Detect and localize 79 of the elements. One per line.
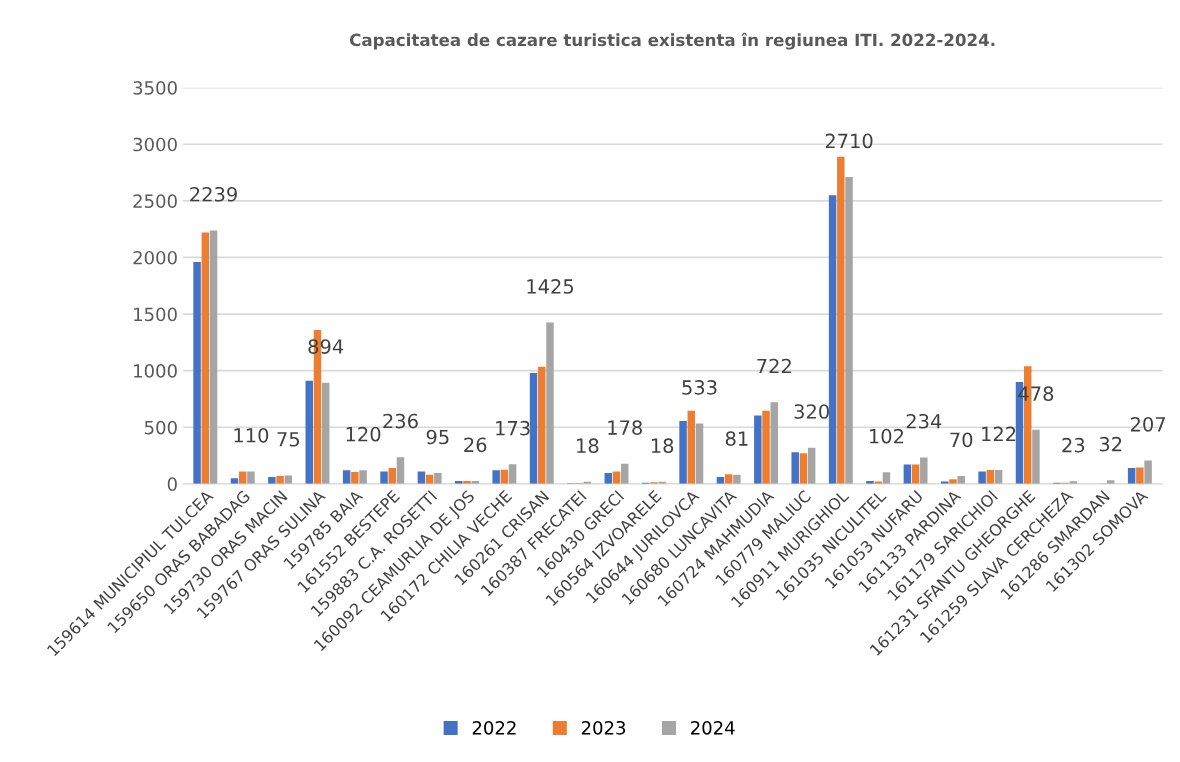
bar xyxy=(1144,460,1152,484)
data-label: 207 xyxy=(1130,416,1165,432)
bar xyxy=(209,230,218,484)
data-label: 110 xyxy=(234,427,269,443)
bar xyxy=(949,479,957,484)
data-label: 236 xyxy=(383,413,418,429)
bar xyxy=(388,468,396,484)
y-tick-label: 1000 xyxy=(134,364,177,378)
bar xyxy=(978,471,986,484)
data-label: 178 xyxy=(608,420,642,435)
data-label: 26 xyxy=(464,437,487,453)
bar xyxy=(1032,429,1040,484)
y-tick-label: 3000 xyxy=(133,137,177,152)
legend-label: 2022 xyxy=(472,720,516,735)
data-label: 1425 xyxy=(527,279,574,294)
data-label: 173 xyxy=(496,420,530,436)
bar xyxy=(612,471,621,484)
bar xyxy=(351,471,359,484)
data-label: 102 xyxy=(870,428,904,444)
bar xyxy=(380,471,388,484)
y-tick-label: 0 xyxy=(167,477,177,491)
bar xyxy=(396,457,405,484)
y-tick-label: 3500 xyxy=(133,81,177,95)
data-label: 120 xyxy=(346,426,381,442)
bar xyxy=(957,475,965,484)
data-label: 122 xyxy=(982,426,1016,442)
bar xyxy=(687,410,696,484)
bar xyxy=(434,473,442,484)
bar xyxy=(538,366,546,484)
y-tick-label: 500 xyxy=(144,420,177,435)
bar xyxy=(276,475,284,484)
bar xyxy=(247,471,255,484)
bar xyxy=(733,474,741,484)
data-label: 234 xyxy=(906,413,942,429)
y-tick-label: 1500 xyxy=(134,307,177,322)
bar xyxy=(1136,467,1144,484)
y-tick-label: 2000 xyxy=(133,250,177,265)
bar xyxy=(238,471,247,484)
bar xyxy=(754,415,762,484)
bar xyxy=(837,156,845,484)
bar xyxy=(762,410,770,484)
data-label: 320 xyxy=(794,404,829,419)
bar xyxy=(546,322,554,484)
bar xyxy=(268,477,276,484)
bar xyxy=(321,382,330,484)
bar xyxy=(828,195,837,484)
bar xyxy=(920,457,928,484)
data-label: 75 xyxy=(277,432,299,447)
bar xyxy=(882,472,891,484)
data-label: 722 xyxy=(757,358,791,374)
bar xyxy=(193,261,201,484)
bar xyxy=(201,232,210,484)
bar xyxy=(845,177,853,484)
data-label: 23 xyxy=(1062,437,1085,453)
data-label: 81 xyxy=(725,431,748,446)
data-label: 95 xyxy=(426,429,449,445)
data-label: 2239 xyxy=(190,186,237,202)
bar xyxy=(799,453,808,484)
bar xyxy=(305,380,313,484)
bar xyxy=(417,471,426,484)
bar xyxy=(359,470,367,484)
y-tick-label: 2500 xyxy=(133,194,177,208)
bar xyxy=(791,452,799,484)
data-label: 32 xyxy=(1099,436,1122,452)
data-label: 70 xyxy=(950,432,973,448)
chart-title: Capacitatea de cazare turistica existenta în regiunea ITI. 2022-2024. xyxy=(349,32,995,50)
bar xyxy=(492,470,500,484)
data-label: 18 xyxy=(651,438,674,454)
data-label: 533 xyxy=(682,380,717,395)
bar xyxy=(679,421,687,484)
bar xyxy=(770,402,779,484)
bar xyxy=(508,464,517,484)
bar xyxy=(529,372,538,484)
data-label: 18 xyxy=(577,438,599,454)
bar xyxy=(695,423,704,484)
data-label: 2710 xyxy=(825,133,873,149)
legend-label: 2023 xyxy=(581,720,626,735)
legend-label: 2024 xyxy=(691,720,735,735)
bar xyxy=(807,447,816,484)
